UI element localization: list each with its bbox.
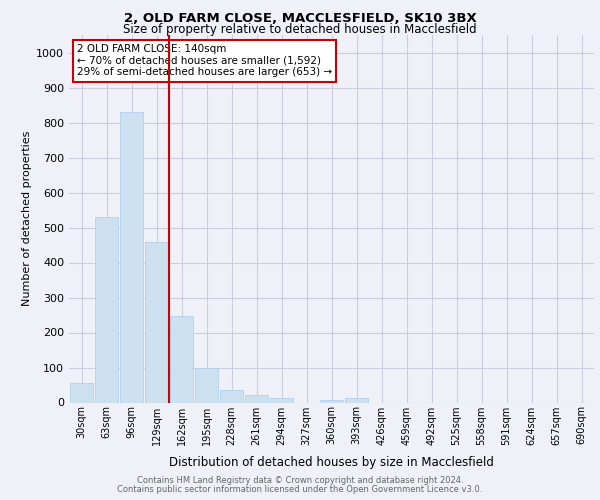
X-axis label: Distribution of detached houses by size in Macclesfield: Distribution of detached houses by size … (169, 456, 494, 469)
Bar (344, 398, 368, 402)
Bar (170, 316, 193, 402)
Bar (194, 368, 218, 402)
Bar (269, 398, 293, 402)
Text: 2, OLD FARM CLOSE, MACCLESFIELD, SK10 3BX: 2, OLD FARM CLOSE, MACCLESFIELD, SK10 3B… (124, 12, 476, 26)
Text: Contains public sector information licensed under the Open Government Licence v3: Contains public sector information licen… (118, 484, 482, 494)
Bar (119, 112, 143, 403)
Bar (245, 395, 268, 402)
Bar (320, 400, 343, 402)
Text: Contains HM Land Registry data © Crown copyright and database right 2024.: Contains HM Land Registry data © Crown c… (137, 476, 463, 485)
Text: Size of property relative to detached houses in Macclesfield: Size of property relative to detached ho… (123, 22, 477, 36)
Bar (95, 217, 118, 402)
Bar (145, 242, 169, 402)
Bar (220, 390, 244, 402)
Bar (70, 383, 94, 402)
Text: 2 OLD FARM CLOSE: 140sqm
← 70% of detached houses are smaller (1,592)
29% of sem: 2 OLD FARM CLOSE: 140sqm ← 70% of detach… (77, 44, 332, 78)
Y-axis label: Number of detached properties: Number of detached properties (22, 131, 32, 306)
